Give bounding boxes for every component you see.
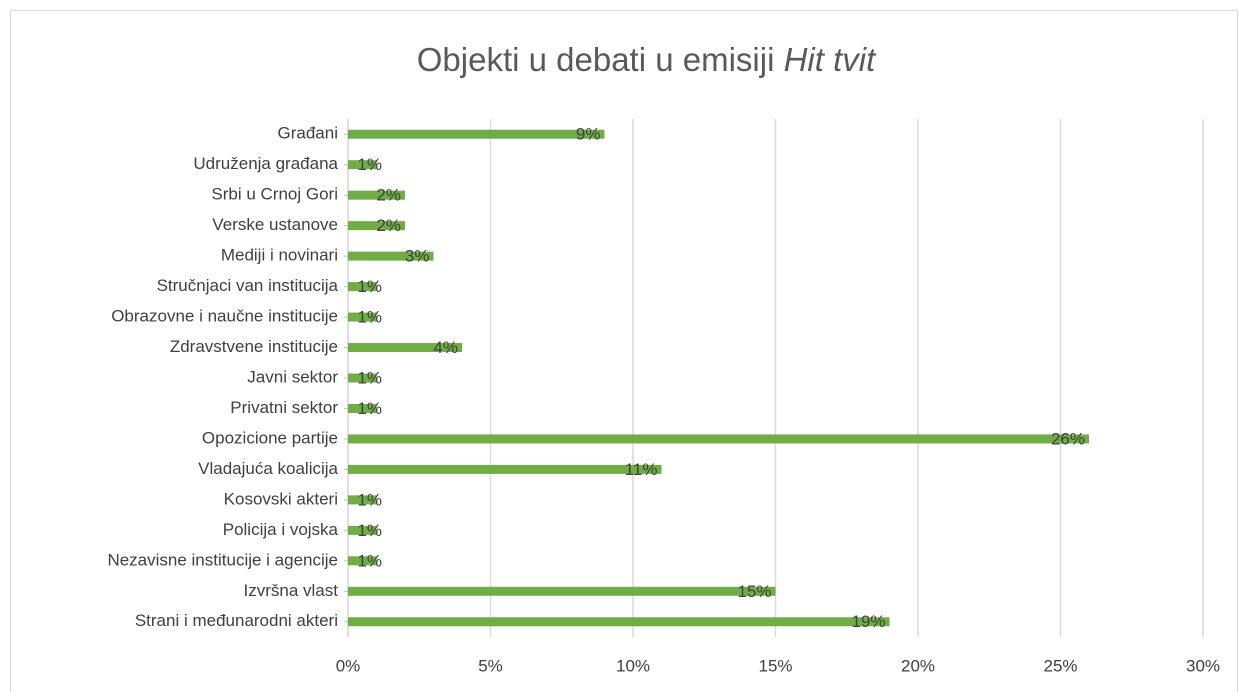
data-label: 1% — [357, 521, 382, 540]
x-tick-label: 20% — [901, 656, 935, 675]
data-label: 1% — [357, 277, 382, 296]
y-tick-label: Izvršna vlast — [244, 581, 339, 600]
data-label: 1% — [357, 551, 382, 570]
title-italic: Hit tvit — [784, 41, 878, 78]
y-tick-label: Nezavisne institucije i agencije — [107, 550, 338, 569]
bar — [348, 160, 377, 170]
y-tick-label: Udruženja građana — [193, 154, 338, 173]
bar — [348, 586, 776, 596]
x-tick-label: 0% — [336, 656, 361, 675]
bar — [348, 403, 377, 413]
data-label: 11% — [625, 460, 658, 479]
x-tick-label: 25% — [1043, 656, 1077, 675]
bar — [348, 434, 1089, 444]
bar — [348, 221, 405, 231]
y-tick-label: Verske ustanove — [212, 215, 338, 234]
bar — [348, 282, 377, 292]
bar — [348, 464, 662, 474]
y-tick-label: Javni sektor — [247, 367, 338, 386]
y-tick-label: Strani i međunarodni akteri — [135, 611, 338, 630]
x-tick-label: 5% — [478, 656, 503, 675]
chart-title: Objekti u debati u emisiji Hit tvit — [417, 41, 877, 78]
bar — [348, 312, 377, 322]
data-label: 1% — [357, 399, 382, 418]
y-tick-label: Obrazovne i naučne institucije — [111, 307, 338, 326]
bar — [348, 617, 890, 627]
data-label: 4% — [433, 338, 458, 357]
data-label: 19% — [851, 612, 885, 631]
bar — [348, 373, 377, 383]
x-tick-label: 15% — [758, 656, 792, 675]
y-tick-label: Kosovski akteri — [224, 489, 338, 508]
data-label: 26% — [1051, 429, 1085, 448]
bar — [348, 190, 405, 200]
y-tick-label: Građani — [278, 124, 338, 143]
data-label: 1% — [357, 490, 382, 509]
data-label: 1% — [357, 308, 382, 327]
y-tick-label: Srbi u Crnoj Gori — [211, 185, 338, 204]
bar — [348, 129, 605, 139]
y-tick-label: Stručnjaci van institucija — [157, 276, 339, 295]
bar — [348, 495, 377, 505]
data-label: 2% — [376, 216, 401, 235]
data-label: 1% — [357, 155, 382, 174]
bar — [348, 525, 377, 535]
y-tick-label: Opozicione partije — [202, 428, 338, 447]
data-label: 9% — [576, 125, 601, 144]
data-label: 15% — [737, 582, 771, 601]
y-tick-label: Vladajuća koalicija — [198, 459, 338, 478]
y-tick-label: Privatni sektor — [230, 398, 338, 417]
x-tick-label: 30% — [1186, 656, 1220, 675]
bar — [348, 556, 377, 566]
data-label: 2% — [376, 186, 401, 205]
bar — [348, 343, 462, 353]
y-tick-label: Mediji i novinari — [221, 246, 338, 265]
title-main: Objekti u debati u emisiji — [417, 41, 775, 78]
x-tick-label: 10% — [616, 656, 650, 675]
bar — [348, 251, 434, 261]
data-label: 3% — [405, 247, 430, 266]
chart-border — [10, 10, 1238, 692]
y-tick-label: Zdravstvene institucije — [170, 337, 338, 356]
data-label: 1% — [357, 368, 382, 387]
y-tick-label: Policija i vojska — [223, 520, 339, 539]
